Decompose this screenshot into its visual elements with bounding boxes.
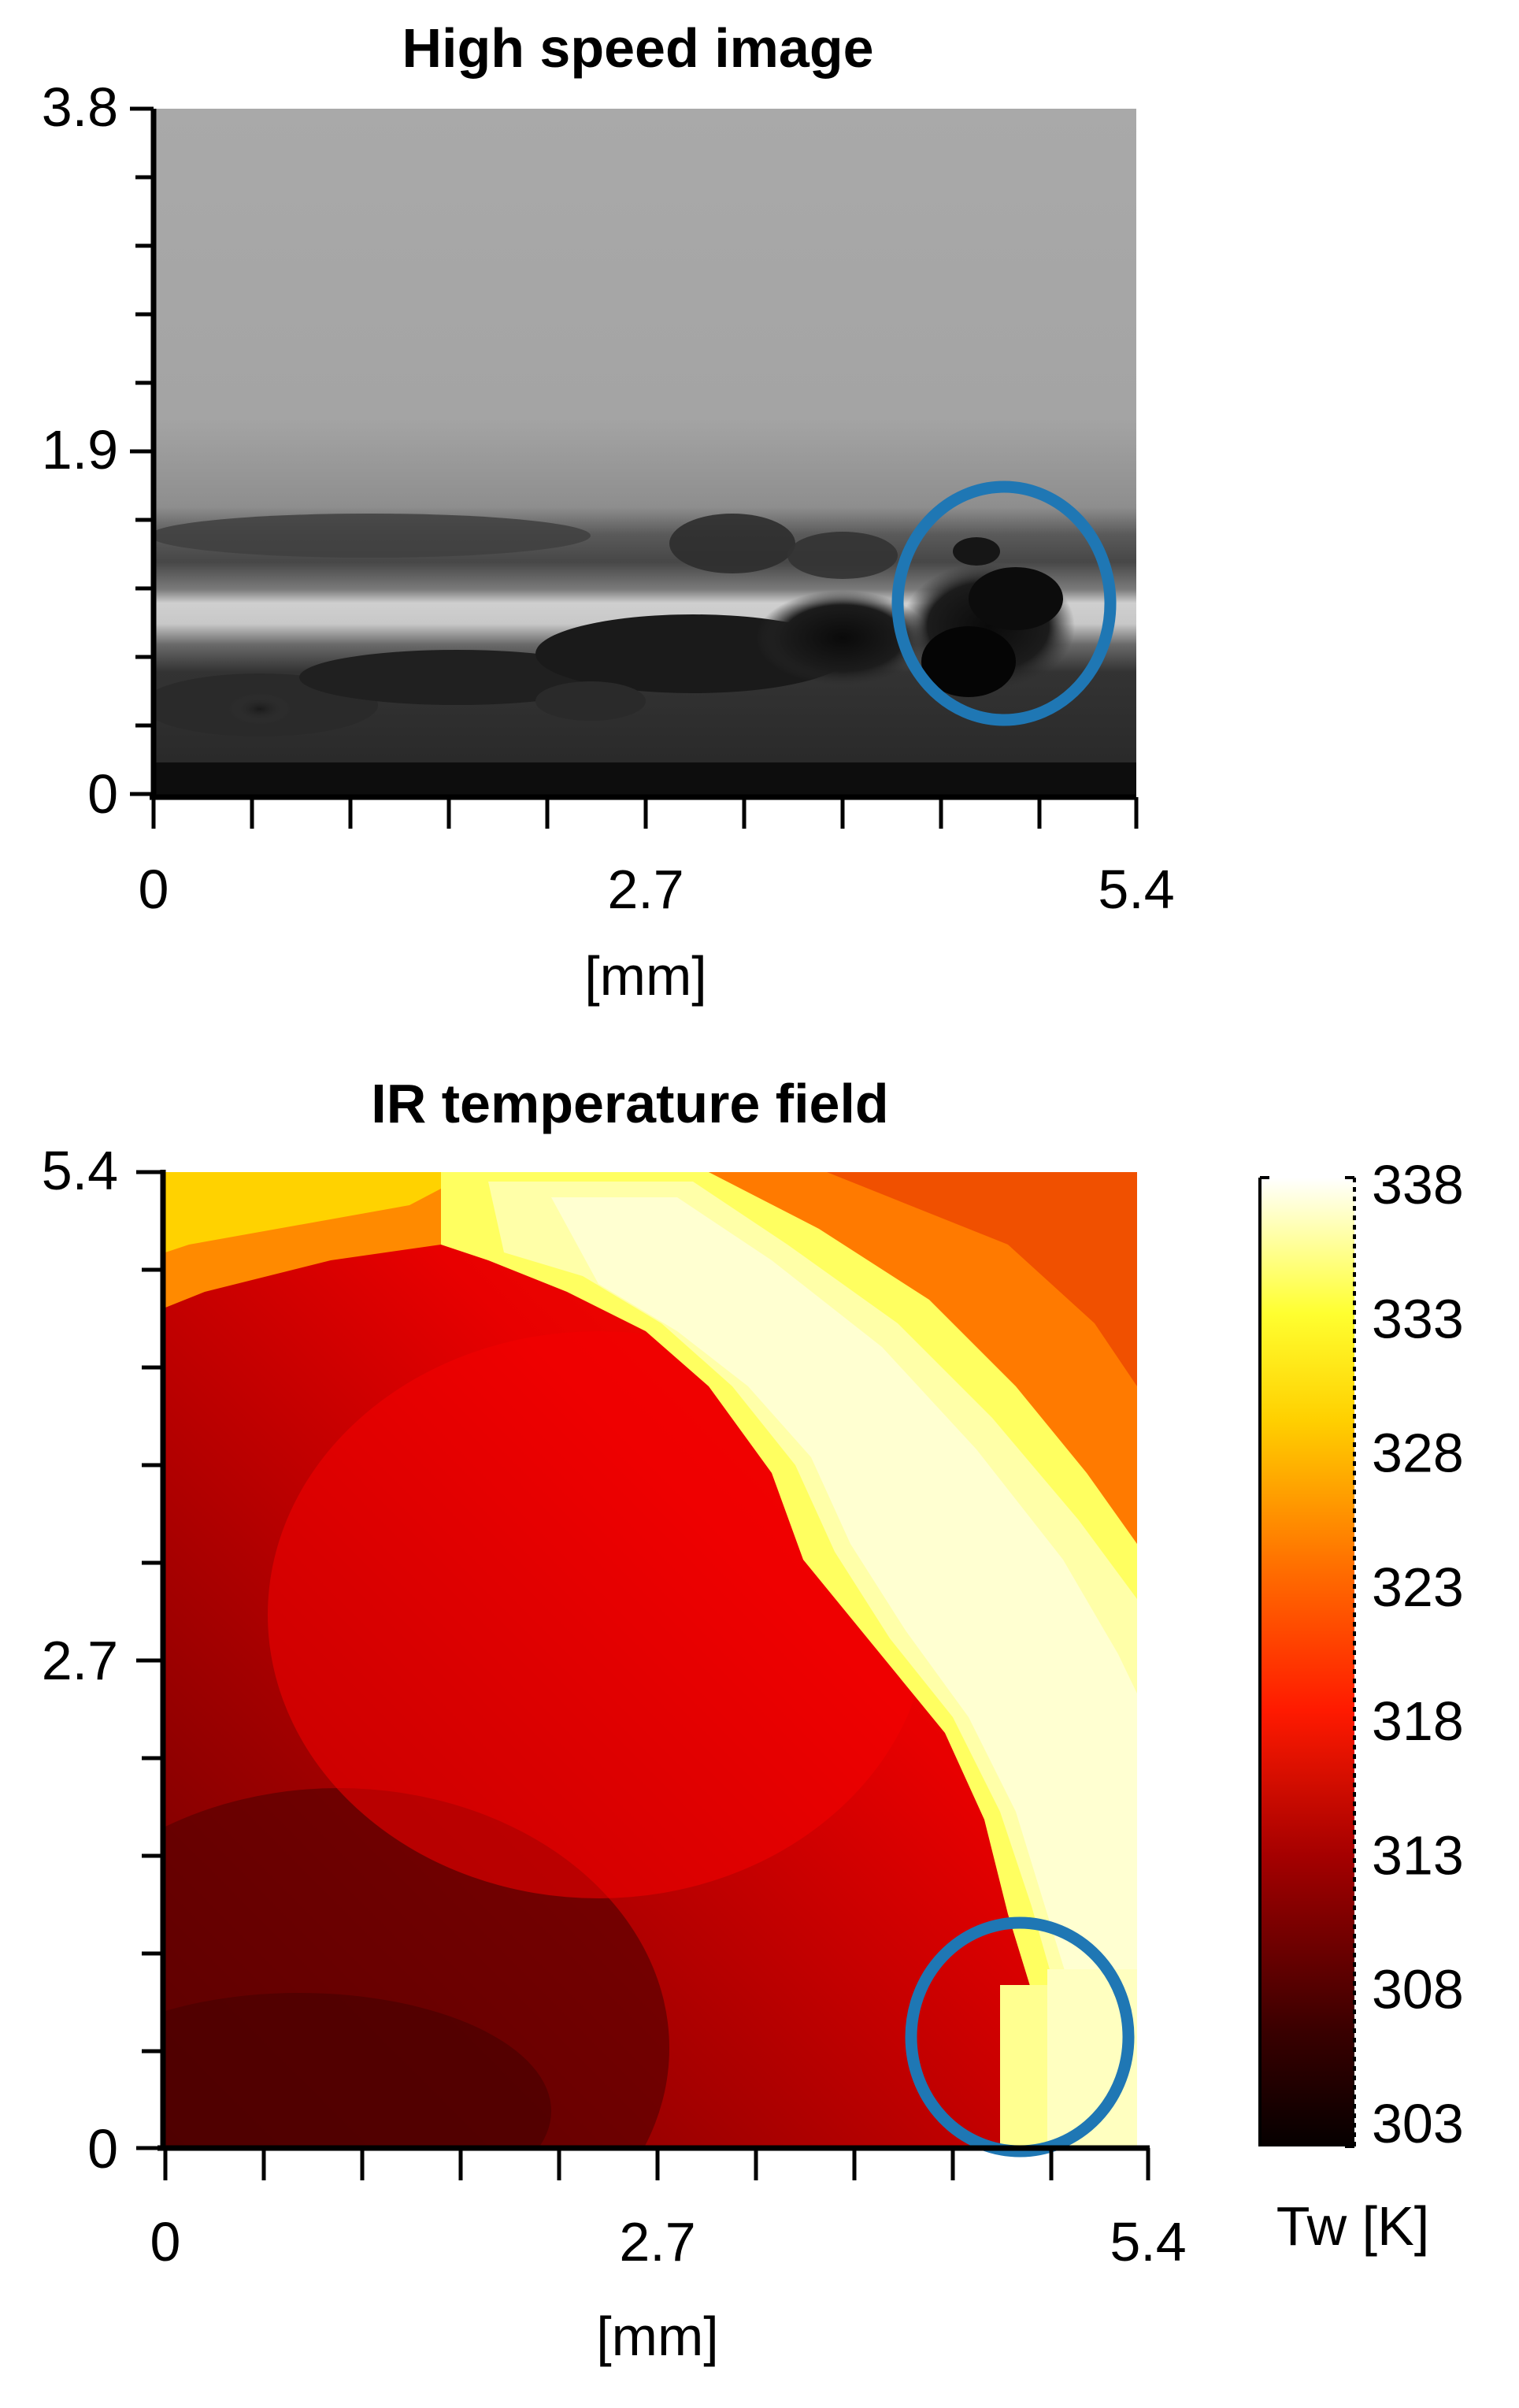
hs-xtick-label: 2.7 [607, 859, 684, 920]
colorbar-tick-label: 313 [1372, 1824, 1464, 1886]
hs-x-ticks [151, 797, 1139, 829]
ir-xtick-label: 5.4 [1110, 2211, 1186, 2273]
colorbar-tick-label: 328 [1372, 1423, 1464, 1484]
hs-image [154, 109, 1136, 796]
hs-xlabel: [mm] [584, 945, 707, 1007]
ir-xtick-label: 0 [150, 2211, 181, 2273]
hs-ytick-label: 1.9 [42, 419, 118, 480]
hs-ytick-label: 3.8 [42, 76, 118, 138]
ir-ytick-label: 0 [87, 2118, 118, 2180]
colorbar [1260, 1178, 1354, 2146]
colorbar-tick-label: 333 [1372, 1288, 1464, 1349]
hs-title: High speed image [402, 17, 873, 79]
ir-title: IR temperature field [371, 1073, 888, 1134]
ir-ytick-label: 2.7 [42, 1630, 118, 1691]
ir-annotation-circle [905, 1916, 1135, 2158]
hs-xtick-label: 0 [139, 859, 169, 920]
colorbar-tick-label: 303 [1372, 2093, 1464, 2154]
hs-xtick-label: 5.4 [1098, 859, 1174, 920]
ir-heatmap [165, 1172, 1137, 2146]
ir-xlabel: [mm] [596, 2306, 719, 2367]
colorbar-tick-labels: 303 308 313 318 323 328 333 338 [1372, 1154, 1464, 2154]
hs-annotation-circle [891, 480, 1117, 726]
ir-x-ticks [163, 2148, 1150, 2180]
ir-y-ticks [136, 1170, 163, 2150]
colorbar-tick-label: 318 [1372, 1690, 1464, 1752]
ir-ytick-label: 5.4 [42, 1140, 118, 1201]
ir-xtick-label: 2.7 [619, 2211, 695, 2273]
hs-ytick-label: 0 [87, 763, 118, 825]
colorbar-label: Tw [K] [1276, 2195, 1429, 2257]
colorbar-tick-label: 338 [1372, 1154, 1464, 1215]
hs-y-ticks [130, 106, 154, 796]
colorbar-tick-label: 323 [1372, 1556, 1464, 1618]
colorbar-tick-label: 308 [1372, 1959, 1464, 2020]
